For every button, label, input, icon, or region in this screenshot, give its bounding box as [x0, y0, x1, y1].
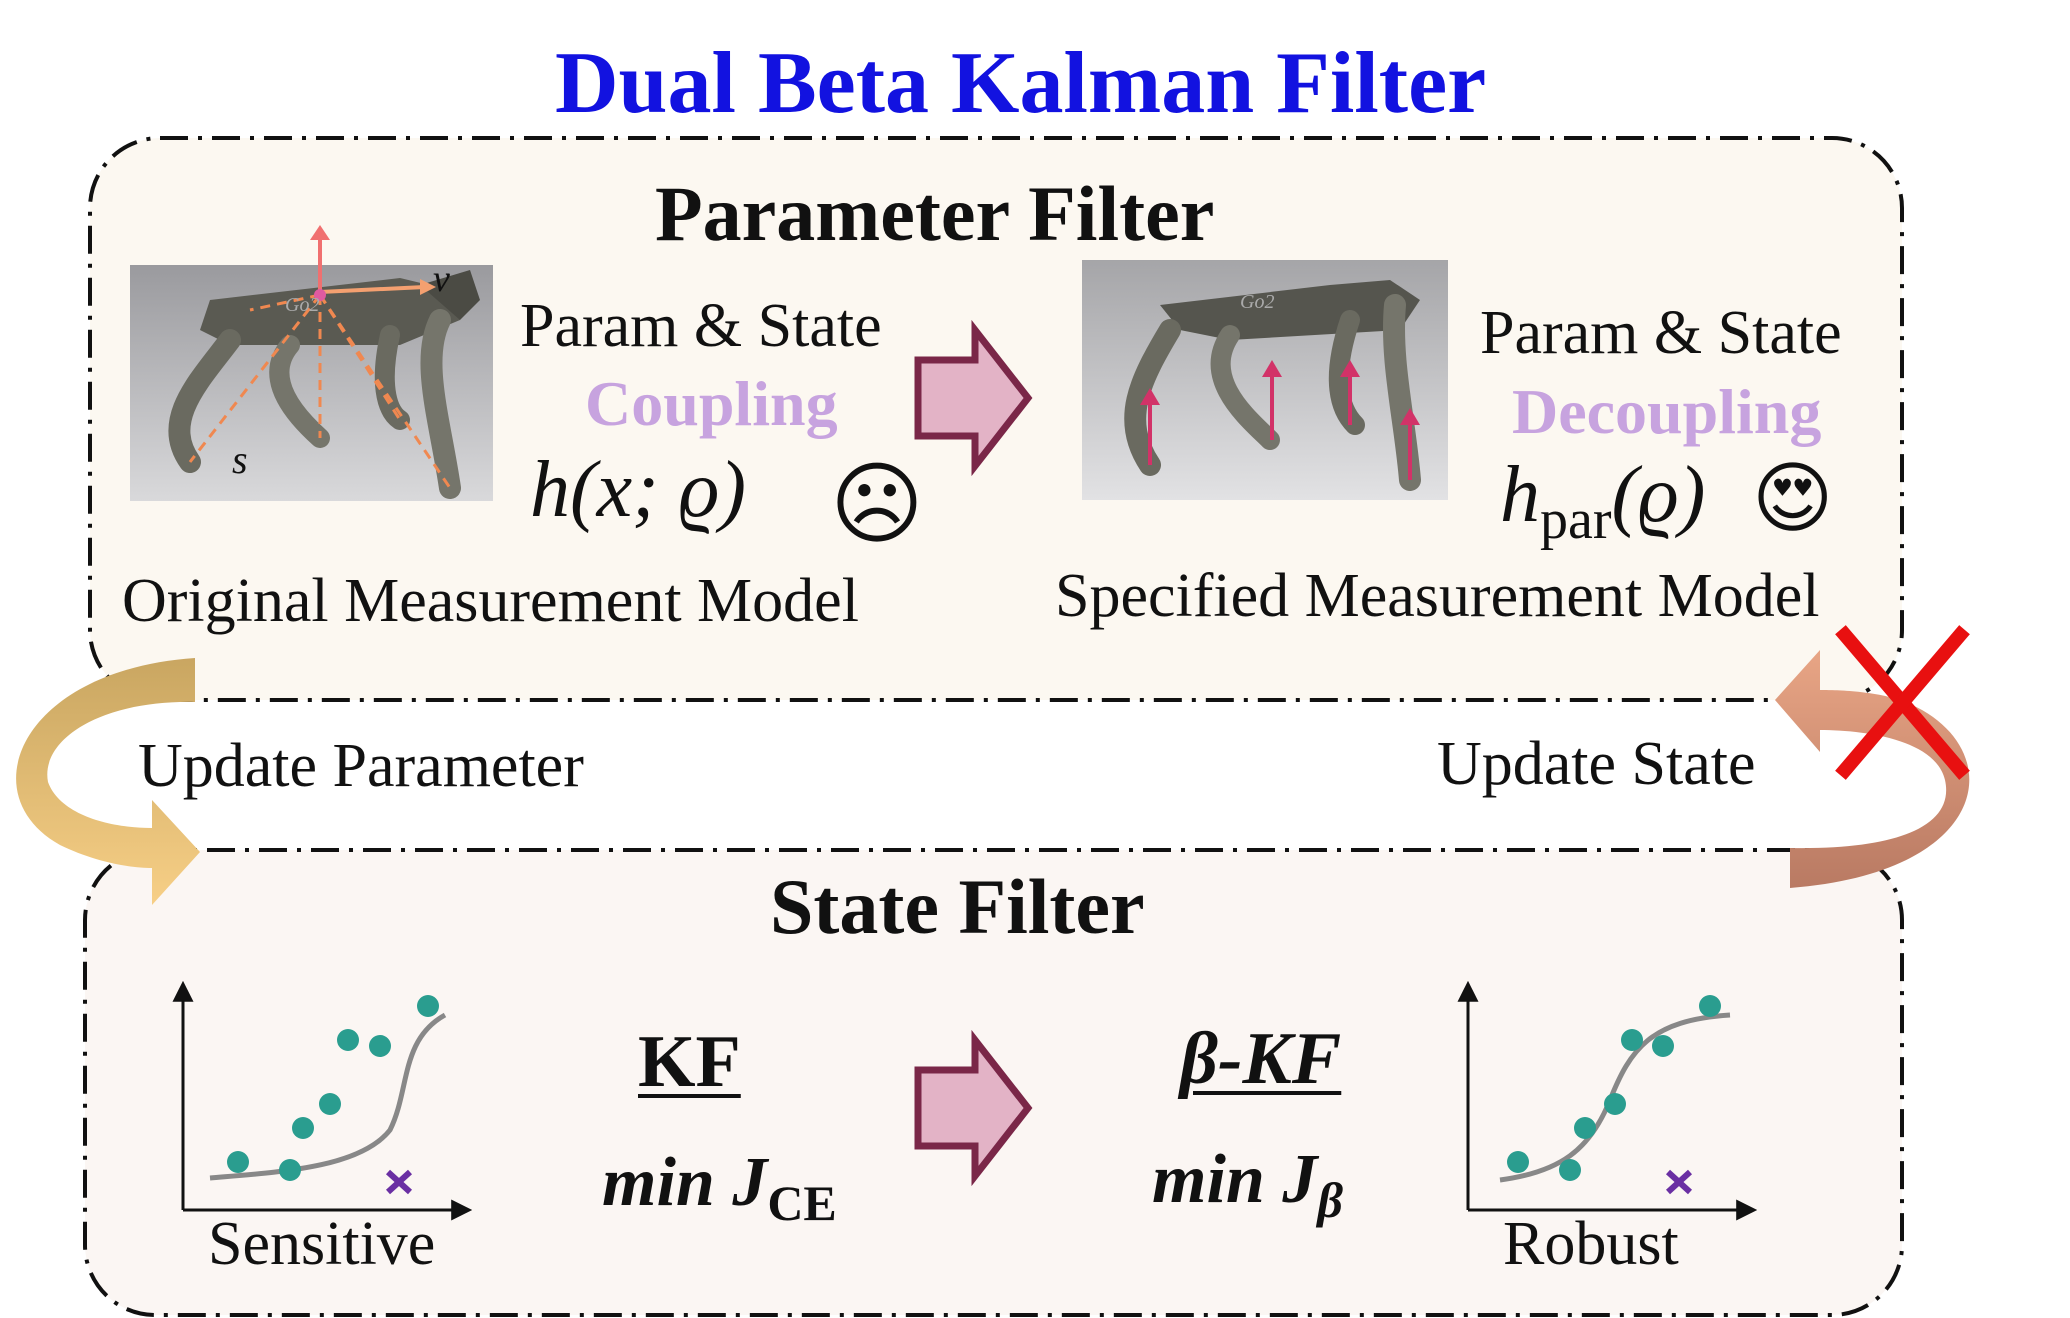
- formula-argument: (ϱ): [1611, 451, 1706, 539]
- coupling-label: Coupling: [585, 368, 838, 439]
- robot-photo-original: [130, 225, 493, 501]
- kf-to-beta-kf-arrow: [914, 1029, 1033, 1187]
- data-point: [1604, 1093, 1626, 1115]
- left-coupling-line1: Param & State: [520, 292, 882, 360]
- kf-objective-text: min J: [602, 1144, 768, 1221]
- beta-kf-label: β-KF: [1180, 1018, 1342, 1100]
- data-point: [417, 995, 439, 1017]
- diagram-title: Dual Beta Kalman Filter: [555, 35, 1487, 132]
- data-point: [1507, 1151, 1529, 1173]
- data-point: [1559, 1159, 1581, 1181]
- data-point: [1699, 995, 1721, 1017]
- kf-objective: min JCE: [602, 1148, 837, 1231]
- sensitive-plot: [172, 980, 473, 1221]
- robust-label: Robust: [1503, 1210, 1679, 1278]
- decoupling-label: Decoupling: [1512, 376, 1822, 447]
- blocked-cross: [1835, 625, 1970, 780]
- state-filter-heading: State Filter: [770, 863, 1145, 950]
- data-point: [279, 1159, 301, 1181]
- data-point: [1621, 1029, 1643, 1051]
- photo-label-v: v: [433, 258, 450, 300]
- robot-mark-right: Go2: [1240, 291, 1275, 313]
- data-point: [337, 1029, 359, 1051]
- data-point: [227, 1151, 249, 1173]
- sensitive-label: Sensitive: [208, 1210, 436, 1278]
- original-model-caption: Original Measurement Model: [122, 567, 859, 635]
- kf-objective-subscript: CE: [767, 1175, 837, 1231]
- sad-face-icon: ☹: [830, 452, 924, 557]
- outlier-mark: [385, 1169, 413, 1195]
- specified-model-caption: Specified Measurement Model: [1055, 562, 1820, 630]
- specified-model-formula: hpar(ϱ): [1500, 455, 1705, 548]
- robot-mark-left: Go2: [285, 294, 320, 316]
- update-state-link-arrow: [1775, 650, 1970, 888]
- beta-kf-objective-subscript: β: [1317, 1172, 1343, 1228]
- data-point: [1574, 1117, 1596, 1139]
- coupling-to-decoupling-arrow: [914, 319, 1033, 477]
- robot-photo-specified: [1082, 260, 1448, 500]
- photo-label-s: s: [232, 437, 248, 482]
- data-point: [1652, 1035, 1674, 1057]
- kf-label: KF: [638, 1021, 741, 1103]
- beta-kf-objective: min Jβ: [1152, 1145, 1343, 1228]
- beta-kf-objective-text: min J: [1152, 1141, 1318, 1218]
- data-point: [369, 1035, 391, 1057]
- sensitive-fit-curve: [209, 1012, 447, 1181]
- outlier-mark: [1665, 1169, 1693, 1195]
- update-parameter-link-arrow: [16, 658, 200, 905]
- original-model-formula: h(x; ϱ): [530, 446, 747, 534]
- right-coupling-line1: Param & State: [1480, 299, 1842, 367]
- data-point: [292, 1117, 314, 1139]
- update-parameter-label: Update Parameter: [138, 732, 584, 800]
- robust-plot: [1457, 980, 1758, 1221]
- formula-subscript: par: [1540, 489, 1612, 551]
- parameter-filter-heading: Parameter Filter: [655, 170, 1215, 257]
- update-state-label: Update State: [1437, 730, 1756, 798]
- formula-base: h: [1500, 451, 1540, 539]
- data-point: [319, 1093, 341, 1115]
- smiling-face-icon: 😍: [1752, 454, 1834, 544]
